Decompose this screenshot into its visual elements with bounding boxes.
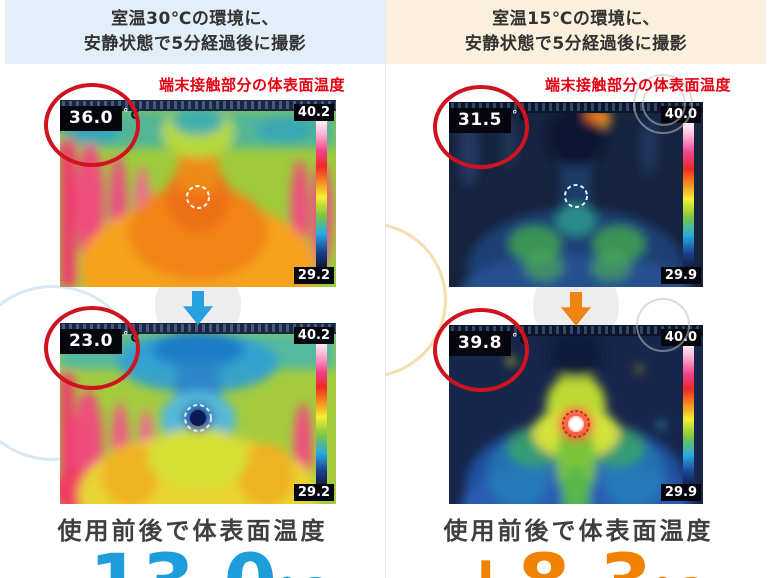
decor-circle-gray bbox=[642, 82, 686, 126]
scale-min-label: 29.9 bbox=[660, 484, 701, 501]
header-line: 安静状態で5分経過後に撮影 bbox=[83, 34, 307, 54]
thermal-photo-warm-body bbox=[60, 100, 336, 287]
header-line: 室温15℃の環境に、 bbox=[492, 8, 660, 29]
highlight-circle bbox=[433, 85, 529, 169]
header-line: 安静状態で5分経過後に撮影 bbox=[464, 34, 688, 54]
temperature-scale-bar bbox=[683, 341, 694, 491]
decor-circle-gray bbox=[633, 74, 693, 134]
highlight-circle bbox=[44, 83, 140, 167]
result-label: 使用前後で体表面温度 bbox=[443, 517, 714, 545]
result-unit: ℃ bbox=[277, 569, 328, 578]
thermal-image-before-30c: 36.0 ° C 40.2 29.2 bbox=[44, 83, 336, 287]
measure-marker bbox=[562, 410, 590, 438]
panel-header-15c: 室温15℃の環境に、 安静状態で5分経過後に撮影 bbox=[386, 0, 766, 64]
result-number: +8.3 bbox=[454, 537, 652, 578]
device-hot-spot-core bbox=[570, 418, 582, 430]
scale-min-label: 29.2 bbox=[293, 484, 334, 501]
contact-temp-label: 端末接触部分の体表面温度 bbox=[544, 76, 731, 94]
result-unit: ℃ bbox=[652, 569, 703, 578]
contact-temp-label: 端末接触部分の体表面温度 bbox=[158, 76, 345, 94]
thermal-image-before-15c: 31.5 ° C 40.0 29.9 bbox=[433, 85, 703, 287]
highlight-circle bbox=[44, 306, 140, 390]
panel-header-30c: 室温30℃の環境に、 安静状態で5分経過後に撮影 bbox=[5, 0, 385, 64]
scale-max-label: 40.2 bbox=[293, 104, 334, 121]
result-number: -13.0 bbox=[58, 537, 277, 578]
thermal-photo-warmed-body bbox=[449, 325, 703, 504]
header-line: 室温30℃の環境に、 bbox=[111, 8, 279, 29]
decor-circle-gray bbox=[636, 298, 690, 352]
result-value-warming: +8.3℃ bbox=[386, 544, 770, 578]
temperature-scale-bar bbox=[316, 118, 327, 270]
measure-marker bbox=[184, 404, 212, 432]
temperature-scale-bar bbox=[683, 120, 694, 272]
scale-min-label: 29.9 bbox=[660, 267, 701, 284]
panel-room-30c: 室温30℃の環境に、 安静状態で5分経過後に撮影 端末接触部分の体表面温度 bbox=[0, 0, 386, 578]
result-value-cooling: -13.0℃ bbox=[0, 544, 385, 578]
scale-max-label: 40.2 bbox=[293, 327, 334, 344]
highlight-circle bbox=[433, 308, 529, 392]
result-label: 使用前後で体表面温度 bbox=[57, 517, 328, 545]
device-cold-spot bbox=[190, 410, 206, 426]
temperature-scale-bar bbox=[316, 339, 327, 489]
panel-room-15c: 室温15℃の環境に、 安静状態で5分経過後に撮影 端末接触部分の体表面温度 bbox=[386, 0, 770, 578]
scale-min-label: 29.2 bbox=[293, 267, 334, 284]
measure-marker bbox=[564, 184, 588, 208]
thermal-image-after-30c: 23.0 ° C 40.2 29.2 bbox=[44, 306, 336, 504]
measure-marker bbox=[186, 185, 210, 209]
thermal-image-after-15c: 39.8 ° C 40.0 29.9 bbox=[433, 308, 703, 504]
